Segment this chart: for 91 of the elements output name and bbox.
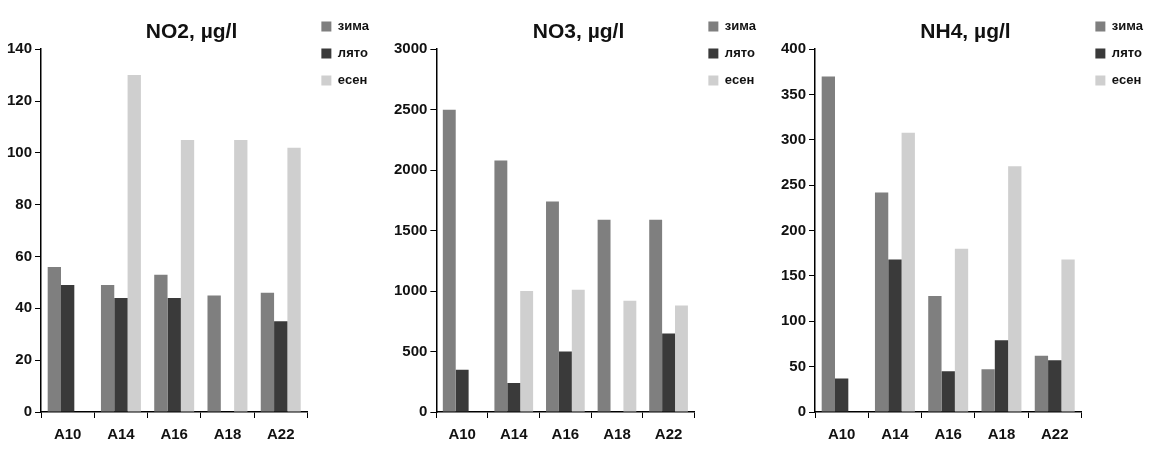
y-tick-label: 60 xyxy=(15,246,33,264)
x-tick-label: A16 xyxy=(551,425,580,443)
bar xyxy=(888,259,902,412)
y-tick-label: 150 xyxy=(781,266,807,284)
bar xyxy=(941,371,955,412)
bar xyxy=(455,369,469,412)
x-tick-label: A10 xyxy=(448,425,476,443)
bar xyxy=(821,76,835,412)
bar xyxy=(127,75,141,412)
x-tick-label: A14 xyxy=(881,425,910,443)
y-tick-label: 100 xyxy=(781,311,807,329)
y-tick-label: 1500 xyxy=(393,220,428,238)
x-tick-label: A14 xyxy=(107,425,136,443)
y-tick-label: 1000 xyxy=(393,281,428,299)
y-tick-label: 50 xyxy=(789,356,807,374)
bar xyxy=(114,297,128,412)
bar xyxy=(494,160,508,412)
bar xyxy=(1008,166,1022,412)
bar xyxy=(234,139,248,412)
y-tick-label: 400 xyxy=(781,39,807,57)
bar xyxy=(167,297,181,412)
x-tick-label: A18 xyxy=(603,425,631,443)
y-tick-label: 300 xyxy=(781,130,807,148)
y-tick-label: 350 xyxy=(781,84,807,102)
y-tick-label: 100 xyxy=(7,143,33,160)
legend-label: есен xyxy=(337,72,368,88)
legend-label: лято xyxy=(337,45,368,61)
bar xyxy=(901,132,915,412)
chart-title: NO2, µg/l xyxy=(145,19,238,43)
legend-label: есен xyxy=(1111,72,1142,88)
bar xyxy=(835,378,849,412)
bar xyxy=(274,321,288,412)
bar xyxy=(874,192,889,412)
bar xyxy=(954,248,969,412)
legend-label: зима xyxy=(337,18,370,34)
bar xyxy=(100,285,115,412)
bar xyxy=(180,139,195,412)
y-tick-label: 3000 xyxy=(393,39,428,57)
y-tick-label: 2000 xyxy=(393,160,428,178)
bar xyxy=(558,351,572,412)
bar xyxy=(675,305,688,412)
x-tick-label: A18 xyxy=(987,425,1016,443)
bar xyxy=(623,300,637,412)
y-tick-label: 0 xyxy=(23,402,33,420)
y-tick-label: 2500 xyxy=(393,99,428,117)
x-tick-label: A18 xyxy=(213,425,242,443)
bar xyxy=(1061,259,1075,412)
bar xyxy=(662,333,676,412)
x-tick-label: A22 xyxy=(266,425,295,443)
y-tick-label: 140 xyxy=(7,39,33,57)
y-tick-label: 20 xyxy=(15,350,33,368)
y-tick-label: 80 xyxy=(15,194,33,212)
x-tick-label: A10 xyxy=(53,425,82,443)
bar xyxy=(571,289,585,412)
bar xyxy=(1048,360,1062,412)
bar xyxy=(928,295,942,412)
bar xyxy=(994,340,1009,412)
legend-label: зима xyxy=(1111,18,1144,34)
bar xyxy=(47,266,61,412)
bar xyxy=(287,147,301,412)
x-tick-label: A22 xyxy=(654,425,683,443)
bar xyxy=(260,292,275,412)
chart-title: NO3, µg/l xyxy=(532,19,625,43)
bar xyxy=(154,274,168,412)
bar xyxy=(442,109,456,412)
bar xyxy=(981,369,995,412)
y-tick-label: 500 xyxy=(402,341,428,359)
legend-label: зима xyxy=(724,18,757,34)
legend-label: лято xyxy=(724,45,755,61)
y-tick-label: 250 xyxy=(781,175,807,193)
bar xyxy=(520,291,534,412)
bar xyxy=(597,219,611,412)
x-tick-label: A22 xyxy=(1040,425,1069,443)
x-tick-label: A16 xyxy=(160,425,188,443)
bar xyxy=(207,295,221,412)
bar xyxy=(649,219,663,412)
x-tick-label: A14 xyxy=(500,425,529,443)
y-tick-label: 0 xyxy=(419,402,428,420)
legend-label: лято xyxy=(1111,45,1142,61)
bar xyxy=(61,285,75,412)
y-tick-label: 0 xyxy=(797,402,807,420)
y-tick-label: 120 xyxy=(7,91,33,109)
x-tick-label: A16 xyxy=(934,425,962,443)
bar xyxy=(507,382,521,412)
y-tick-label: 200 xyxy=(781,220,807,238)
x-tick-label: A10 xyxy=(827,425,856,443)
bar xyxy=(546,201,559,412)
y-tick-label: 40 xyxy=(15,298,33,316)
bar xyxy=(1034,355,1049,412)
chart-title: NH4, µg/l xyxy=(920,19,1011,43)
legend-label: есен xyxy=(724,72,755,88)
